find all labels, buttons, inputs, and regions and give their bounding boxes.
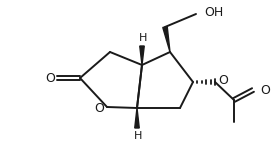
Text: H: H (139, 33, 147, 43)
Polygon shape (140, 46, 144, 65)
Text: O: O (260, 83, 270, 97)
Text: O: O (218, 75, 228, 87)
Text: OH: OH (204, 7, 223, 20)
Text: O: O (45, 72, 55, 84)
Polygon shape (135, 108, 139, 128)
Polygon shape (163, 27, 170, 52)
Text: O: O (94, 101, 104, 114)
Text: H: H (134, 131, 142, 141)
